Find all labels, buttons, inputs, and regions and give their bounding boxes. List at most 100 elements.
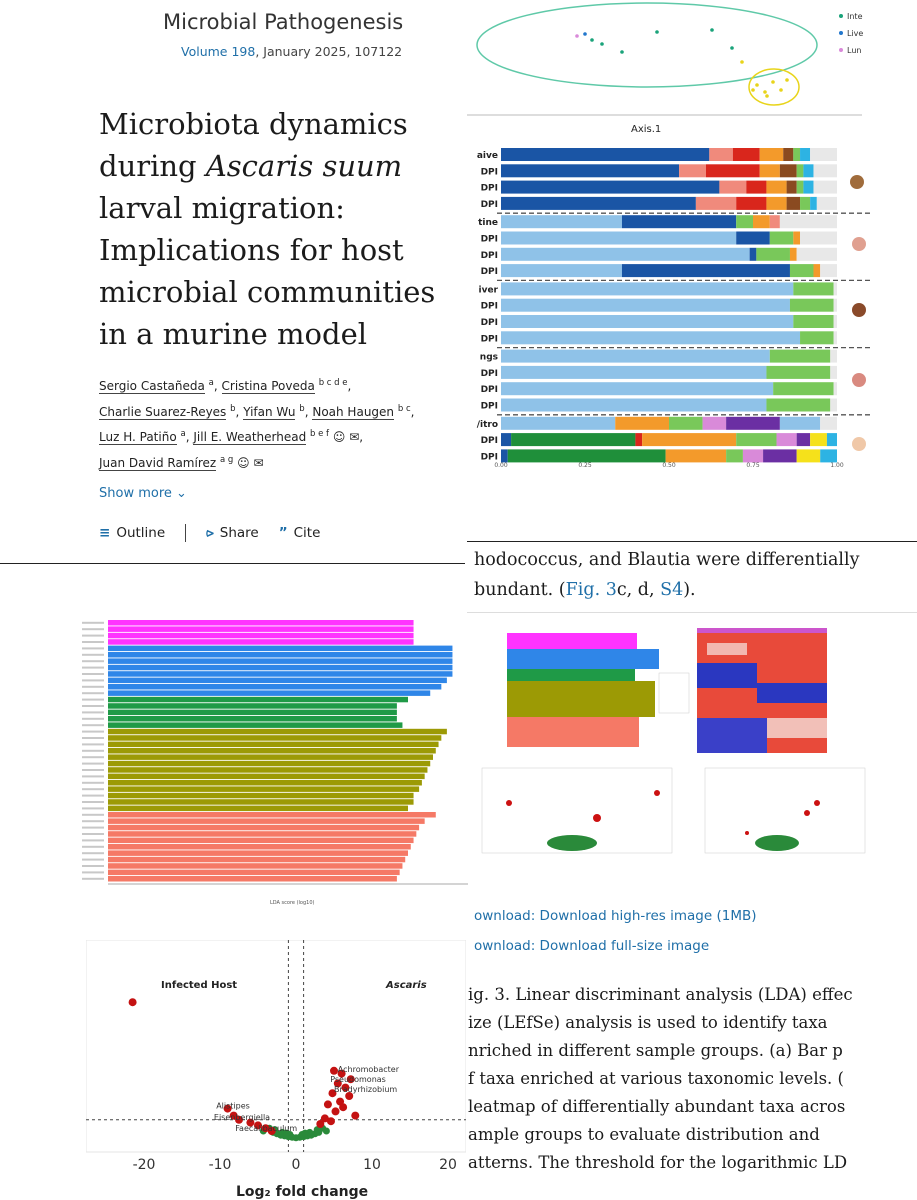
author-affiliation[interactable]: b c d e: [318, 378, 348, 388]
stacked-segment: [665, 449, 727, 463]
pcoa-point: [763, 90, 767, 94]
author-affiliation[interactable]: a: [208, 378, 214, 388]
stacked-segment: [766, 196, 787, 210]
caption-line: atterns. The threshold for the logarithm…: [468, 1153, 848, 1172]
author-affiliation[interactable]: b: [230, 403, 236, 414]
lda-bar: [108, 805, 408, 812]
cite-button[interactable]: ” Cite: [279, 525, 321, 541]
stacked-x-tick: 1.00: [830, 462, 844, 469]
stacked-segment: [830, 349, 837, 363]
stacked-segment: [796, 247, 837, 261]
stacked-segment: [501, 416, 616, 430]
stacked-segment: [742, 449, 764, 463]
organ-icon: [852, 237, 866, 251]
author-affiliation[interactable]: b c: [397, 403, 411, 414]
lda-taxon-label-placeholder: [82, 775, 104, 778]
stacked-segment: [813, 180, 837, 194]
stacked-segment: [669, 416, 703, 430]
stacked-segment: [833, 315, 837, 328]
volcano-point-sig: [345, 1092, 354, 1100]
lda-taxon-label-placeholder: [82, 743, 104, 746]
body-text-line: bundant. (Fig. 3c, d, S4).: [474, 580, 696, 600]
author-link[interactable]: Yifan Wu: [243, 404, 296, 420]
stacked-row-label: aive: [477, 151, 498, 161]
pcoa-point: [765, 94, 769, 98]
lda-bar: [108, 735, 442, 741]
stacked-segment: [501, 349, 770, 363]
author-link[interactable]: Luz H. Patiño: [99, 430, 177, 445]
lda-taxon-label-placeholder: [82, 794, 104, 797]
lda-taxon-label-placeholder: [82, 737, 104, 739]
stacked-segment: [796, 164, 804, 178]
lda-bar: [108, 812, 436, 818]
lda-bar: [108, 837, 414, 844]
volcano-point-sig: [223, 1104, 232, 1113]
person-icon[interactable]: ☺: [332, 430, 346, 444]
lda-taxon-label-placeholder: [82, 877, 104, 880]
stacked-segment: [501, 215, 622, 229]
show-more-button[interactable]: Show more ⌄: [99, 486, 187, 501]
outline-label: Outline: [116, 525, 166, 541]
stacked-segment: [769, 215, 780, 229]
author-separator: ,: [410, 404, 415, 419]
author-affiliation[interactable]: b: [299, 403, 305, 414]
stacked-segment: [621, 264, 790, 278]
lda-bar: [108, 760, 431, 767]
stacked-segment: [813, 264, 821, 278]
pcoa-point: [575, 34, 579, 38]
cite-label: Cite: [293, 525, 321, 541]
stacked-segment: [793, 231, 801, 245]
author-link[interactable]: Juan David Ramírez: [99, 455, 217, 471]
volcano-point-sig: [346, 1075, 355, 1084]
lda-taxon-label-placeholder: [82, 807, 104, 810]
stacked-segment: [833, 382, 837, 396]
author-link[interactable]: Sergio Castañeda: [99, 379, 205, 394]
lda-taxon-label-placeholder: [82, 641, 104, 643]
pcoa-point: [710, 28, 714, 32]
stacked-segment: [749, 247, 757, 261]
lda-taxon-label-placeholder: [82, 647, 104, 650]
author-link[interactable]: Cristina Poveda: [221, 379, 315, 394]
lda-bar: [108, 696, 408, 703]
volcano-point-sig: [341, 1083, 350, 1092]
author-affiliation[interactable]: a: [180, 429, 186, 439]
stacked-segment: [816, 196, 837, 210]
author-affiliation[interactable]: a g: [220, 454, 234, 465]
journal-name[interactable]: Microbial Pathogenesis: [163, 10, 404, 34]
share-button[interactable]: ⪧ Share: [206, 525, 259, 541]
email-icon[interactable]: ✉: [253, 455, 264, 470]
stacked-segment: [501, 164, 680, 178]
stacked-x-ticks: 0.00 0.25 0.50 0.75 1.00: [494, 462, 844, 469]
author-link[interactable]: Noah Haugen: [312, 404, 395, 420]
organ-icon: [852, 437, 866, 451]
volcano-annotation: Alistipes: [216, 1102, 250, 1111]
lda-taxon-label-placeholder: [82, 826, 104, 829]
volcano-x-label: Log₂ fold change: [236, 1184, 368, 1200]
lda-bar: [108, 850, 408, 856]
outline-button[interactable]: ≡ Outline: [99, 525, 165, 541]
volume-link[interactable]: Volume 198: [181, 44, 256, 59]
volcano-point-sig: [351, 1111, 360, 1120]
stacked-segment: [732, 148, 760, 161]
stacked-segment: [793, 148, 801, 161]
lda-taxon-label-placeholder: [82, 749, 104, 752]
author-link[interactable]: Charlie Suarez-Reyes: [99, 404, 227, 420]
stacked-segment: [800, 231, 837, 245]
figure-link[interactable]: Fig. 3: [565, 580, 617, 600]
lda-taxon-label-placeholder: [82, 724, 104, 727]
figure-3-thumbnail[interactable]: [477, 623, 917, 888]
cite-icon: ”: [278, 525, 288, 541]
supplementary-link[interactable]: S4: [660, 580, 684, 600]
pcoa-point: [740, 60, 744, 64]
author-affiliation[interactable]: b e f: [310, 429, 330, 439]
person-icon[interactable]: ☺: [237, 455, 250, 470]
section-divider: [467, 612, 917, 613]
download-full-size-link[interactable]: ownload: Download full-size image: [474, 938, 710, 954]
author-link[interactable]: Jill E. Weatherhead: [193, 430, 307, 445]
download-high-res-link[interactable]: ownload: Download high-res image (1MB): [474, 908, 757, 924]
journal-volume[interactable]: Volume 198, January 2025, 107122: [181, 44, 402, 59]
title-line-2: during Ascaris suum: [99, 149, 403, 183]
stacked-segment: [830, 398, 837, 412]
email-icon[interactable]: ✉: [349, 430, 360, 444]
